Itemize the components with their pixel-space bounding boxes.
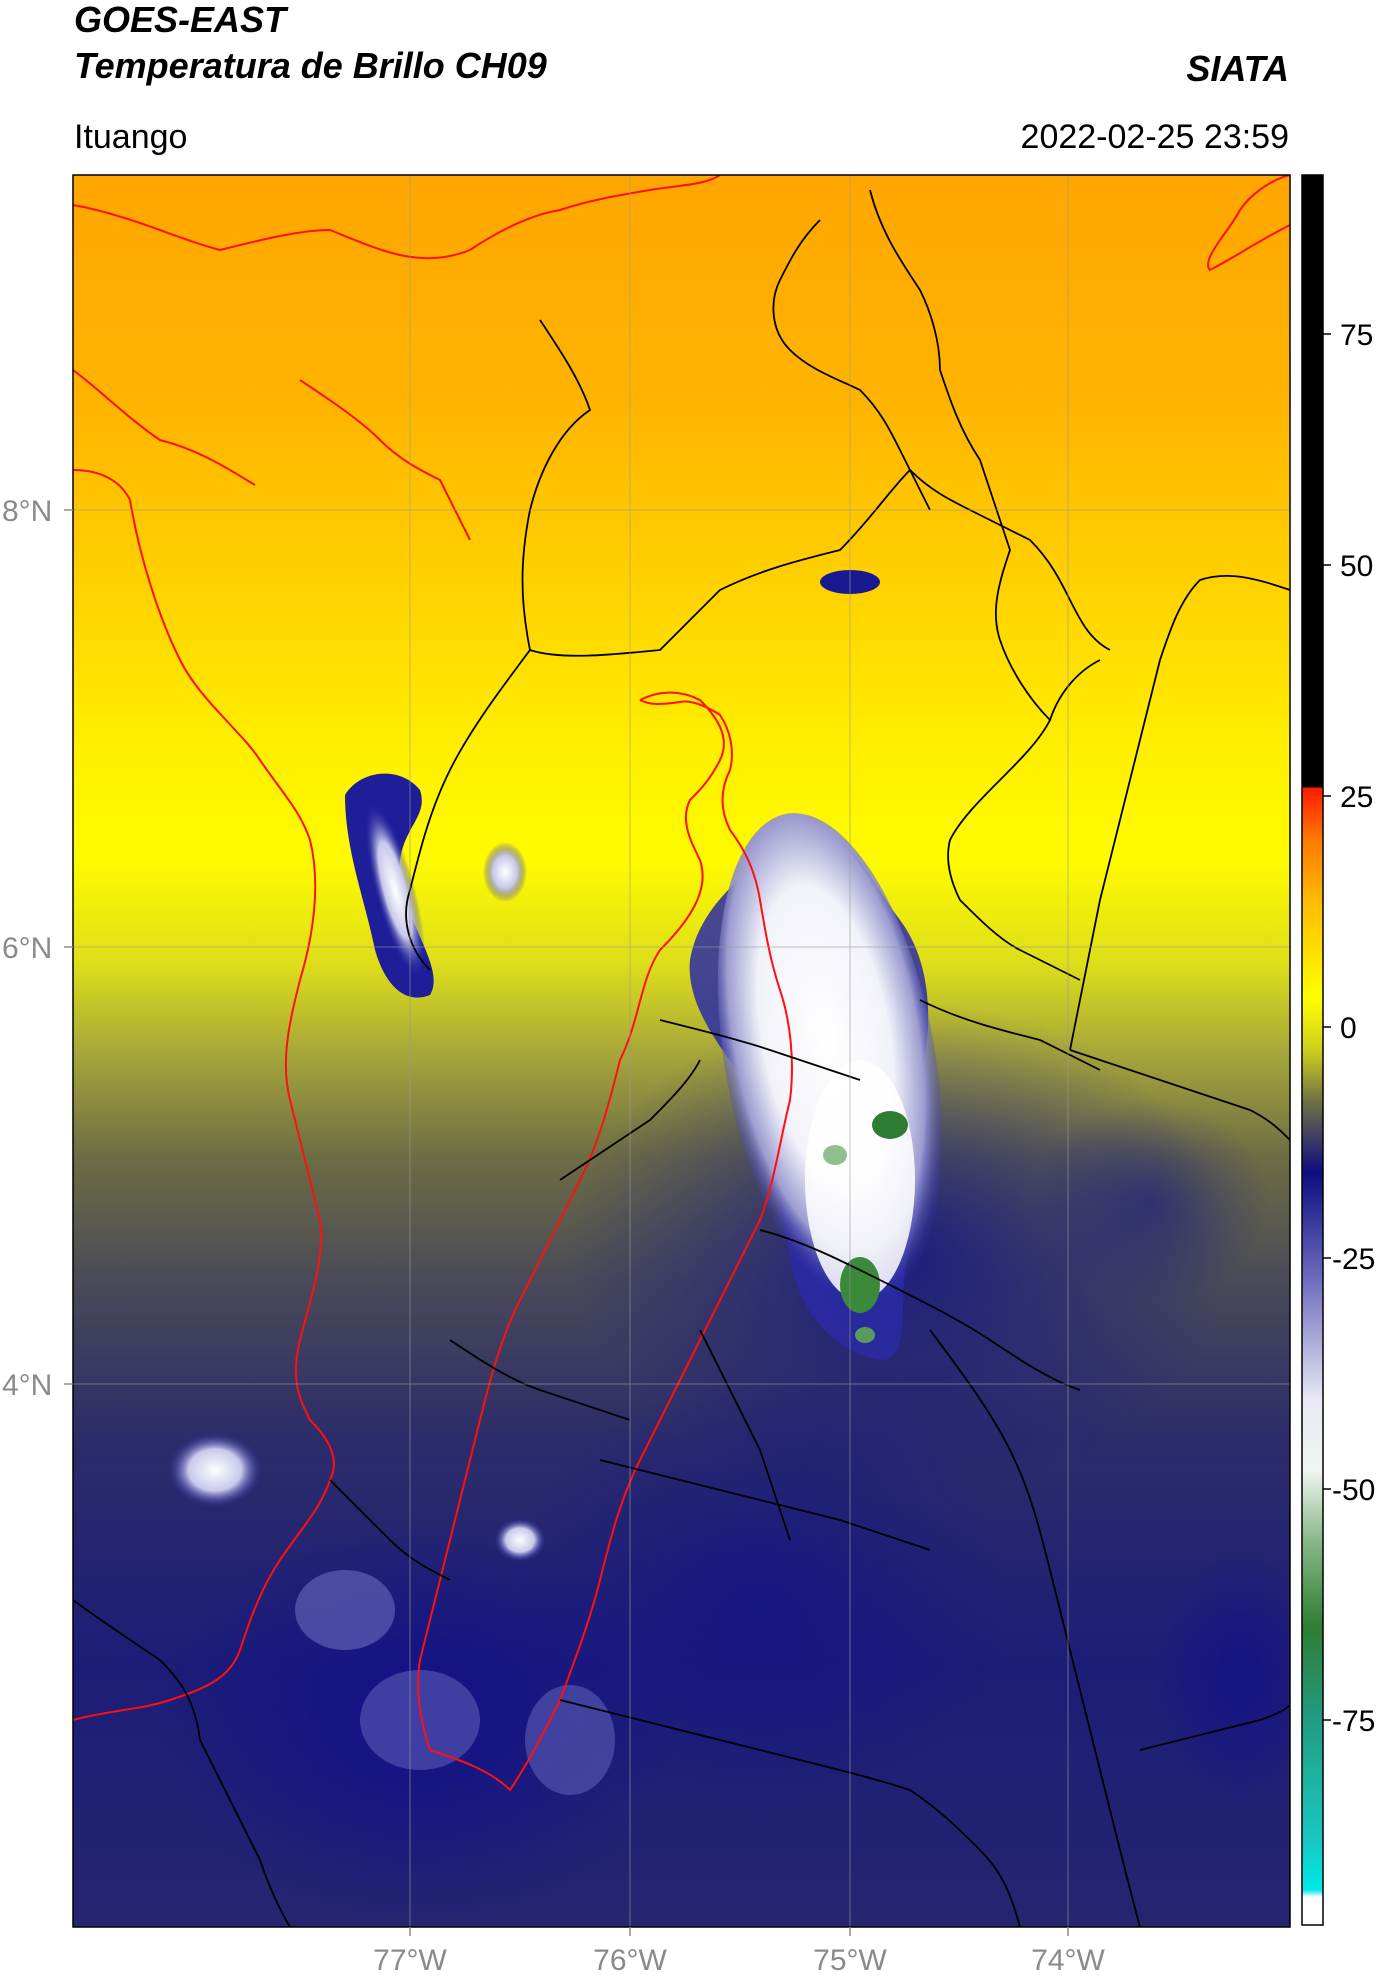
country-borders xyxy=(73,175,1290,1792)
lon-label-75w: 75°W xyxy=(813,1944,887,1977)
region-label: Ituango xyxy=(74,118,188,156)
colorbar-scale xyxy=(1301,174,1324,1926)
lon-label-76w: 76°W xyxy=(593,1944,667,1977)
map-plot-area xyxy=(73,175,1290,1927)
colorbar-label-25: 25 xyxy=(1340,781,1373,814)
lat-axis: 8°N 6°N 4°N xyxy=(2,495,73,1402)
colorbar: 75 50 25 0 -25 -50 -75 xyxy=(1301,174,1375,1926)
lon-label-74w: 74°W xyxy=(1031,1944,1105,1977)
lat-label-4n: 4°N xyxy=(2,1369,52,1402)
cloud-southwest xyxy=(167,1432,263,1508)
cold-top-green-2 xyxy=(840,1257,880,1313)
timestamp-label: 2022-02-25 23:59 xyxy=(1020,118,1289,156)
lon-label-77w: 77°W xyxy=(373,1944,447,1977)
map-frame xyxy=(72,174,1291,1928)
lat-label-8n: 8°N xyxy=(2,495,52,528)
lon-axis: 77°W 76°W 75°W 74°W xyxy=(373,1927,1106,1977)
lat-label-6n: 6°N xyxy=(2,932,52,965)
small-cloud xyxy=(483,842,527,902)
graticule xyxy=(73,175,1290,1927)
cold-top-green-1 xyxy=(872,1111,908,1139)
colorbar-label-minus75: -75 xyxy=(1332,1705,1375,1738)
admin-boundaries xyxy=(73,189,1290,1927)
title-line2: Temperatura de Brillo CH09 xyxy=(74,45,547,86)
colorbar-label-50: 50 xyxy=(1340,550,1373,583)
brand-label: SIATA xyxy=(1186,48,1289,89)
colorbar-label-minus50: -50 xyxy=(1332,1474,1375,1507)
colorbar-label-0: 0 xyxy=(1340,1012,1357,1045)
colorbar-label-minus25: -25 xyxy=(1332,1243,1375,1276)
title-line1: GOES-EAST xyxy=(74,0,287,40)
colorbar-label-75: 75 xyxy=(1340,319,1373,352)
